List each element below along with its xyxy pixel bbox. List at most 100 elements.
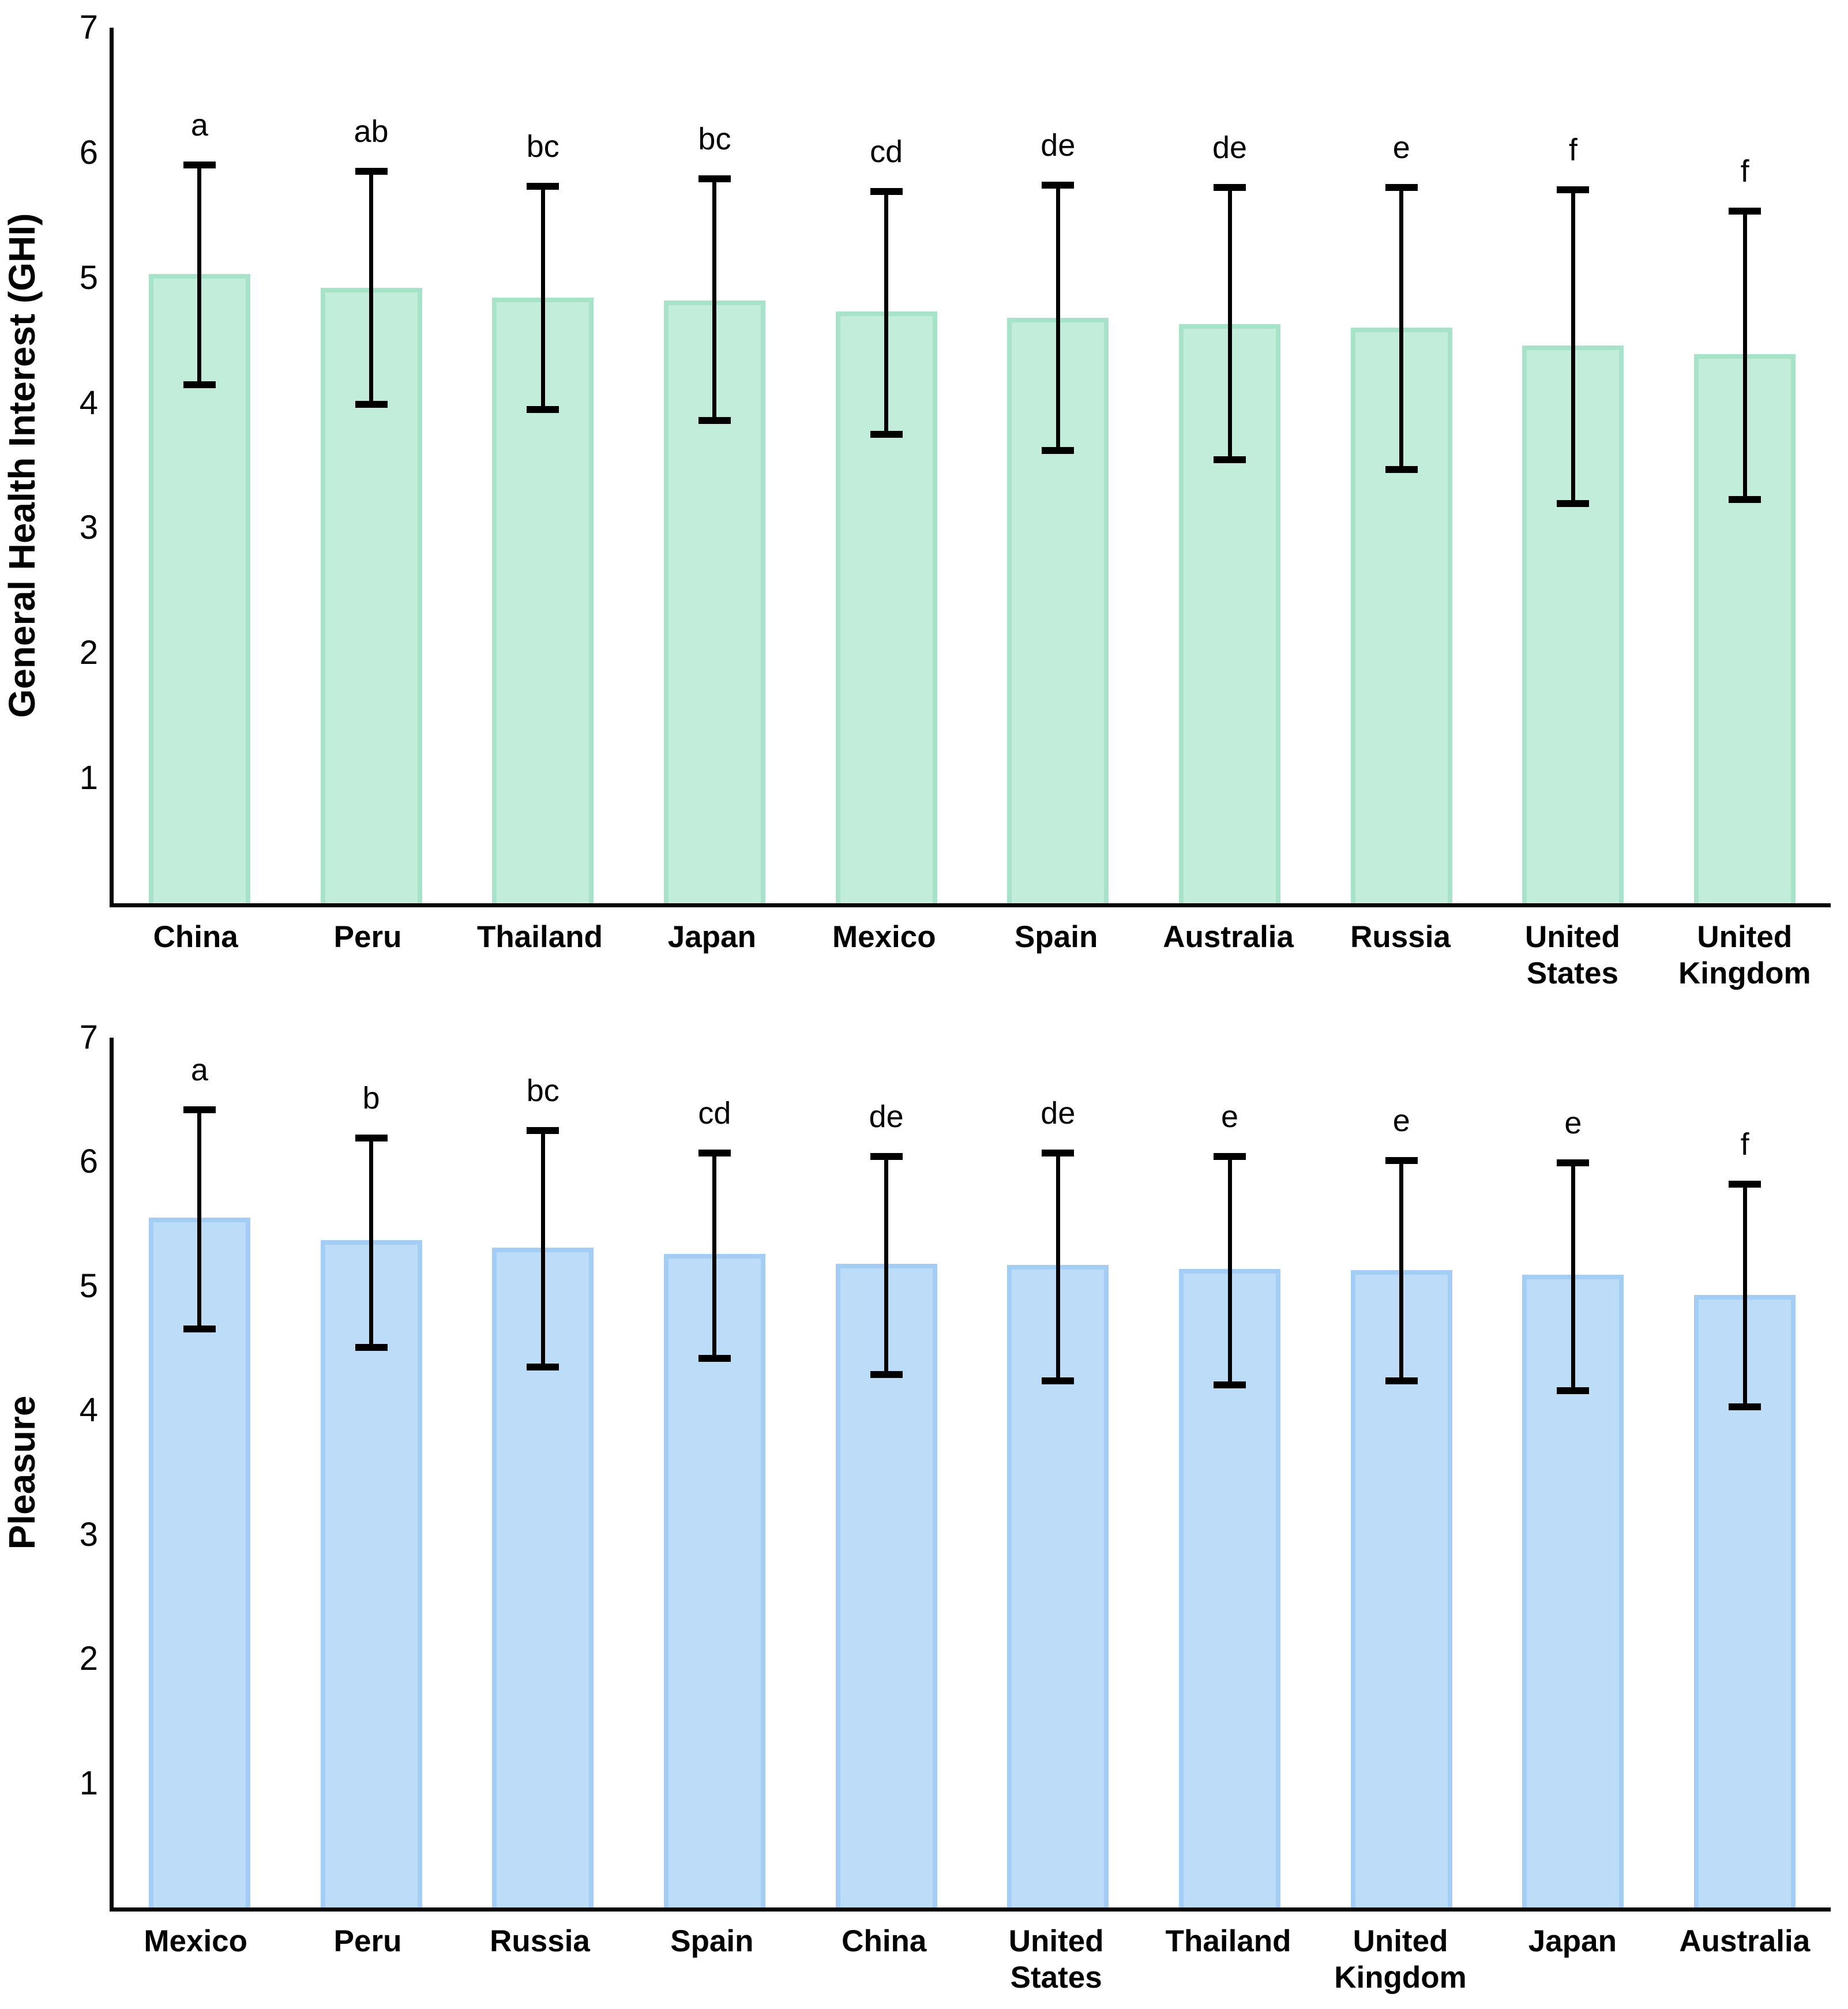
- bar-mexico: [148, 1218, 250, 1907]
- significance-letter: e: [1392, 130, 1410, 166]
- error-bar: [884, 1153, 889, 1379]
- plot-area: a ab bc bc cd de de e f f: [110, 28, 1831, 907]
- error-bar: [1742, 208, 1747, 504]
- x-category-label: Japan: [667, 920, 756, 954]
- x-category-label: Thailand: [1165, 1924, 1291, 1958]
- error-cap-bottom: [1042, 1377, 1075, 1385]
- x-category-label: United States: [1008, 1924, 1104, 1995]
- bar-mexico: [835, 311, 937, 903]
- error-cap-top: [183, 162, 216, 169]
- x-category-label: Spain: [670, 1924, 754, 1958]
- bar-spain: [663, 1253, 765, 1907]
- y-tick-label: 6: [79, 133, 98, 171]
- error-bar: [1742, 1180, 1747, 1411]
- x-category-label: Spain: [1015, 920, 1098, 954]
- y-axis-tick-labels: 1 2 3 4 5 6 7: [17, 1021, 104, 1907]
- y-tick-label: 3: [79, 509, 98, 547]
- error-cap-top: [1385, 184, 1418, 191]
- x-category-label: Australia: [1679, 1924, 1811, 1958]
- x-category-label: Australia: [1163, 920, 1294, 954]
- error-cap-bottom: [1557, 1387, 1590, 1395]
- error-bar: [712, 1149, 717, 1362]
- x-category-label: United States: [1524, 920, 1620, 990]
- x-category-label: Russia: [1350, 920, 1451, 954]
- error-cap-top: [1729, 208, 1761, 215]
- x-category-label: Mexico: [144, 1924, 248, 1958]
- error-cap-top: [1042, 1149, 1075, 1156]
- error-bar: [1056, 1149, 1060, 1385]
- x-category-label: Peru: [333, 920, 402, 954]
- x-category-label: Thailand: [477, 920, 603, 954]
- y-axis-tick-labels: 1 2 3 4 5 6 7: [17, 11, 104, 903]
- error-bar: [540, 1127, 545, 1371]
- error-cap-top: [1729, 1180, 1761, 1188]
- error-bar: [197, 1106, 202, 1332]
- error-cap-top: [1557, 1159, 1590, 1167]
- error-cap-top: [870, 187, 903, 195]
- error-cap-bottom: [1042, 447, 1075, 455]
- y-tick-label: 3: [79, 1515, 98, 1553]
- significance-letter: cd: [870, 134, 903, 169]
- error-cap-top: [355, 1135, 388, 1142]
- error-bar: [540, 182, 545, 413]
- error-cap-bottom: [870, 1371, 903, 1379]
- error-bar: [884, 187, 889, 438]
- error-cap-bottom: [698, 417, 731, 425]
- error-bar: [1399, 1156, 1404, 1385]
- significance-letter: ab: [354, 114, 389, 149]
- error-bar: [1227, 184, 1232, 463]
- y-tick-label: 4: [79, 1391, 98, 1429]
- error-bar: [1399, 184, 1404, 474]
- x-category-label: United Kingdom: [1334, 1924, 1467, 1995]
- y-tick-label: 7: [79, 1019, 98, 1056]
- significance-letter: bc: [526, 129, 559, 164]
- significance-letter: b: [362, 1081, 380, 1116]
- error-cap-bottom: [1385, 466, 1418, 474]
- error-cap-top: [698, 1149, 731, 1156]
- error-cap-top: [870, 1153, 903, 1161]
- x-axis-category-labels: China Peru Thailand Japan Mexico Spain Austral…: [110, 919, 1831, 1035]
- error-cap-bottom: [355, 1343, 388, 1351]
- error-cap-top: [1214, 184, 1246, 191]
- error-cap-bottom: [1729, 496, 1761, 504]
- significance-letter: de: [869, 1099, 904, 1135]
- significance-letter: de: [1041, 1095, 1076, 1131]
- significance-letter: cd: [698, 1095, 731, 1131]
- y-tick-label: 5: [79, 1267, 98, 1305]
- error-cap-top: [355, 167, 388, 175]
- error-cap-top: [698, 175, 731, 182]
- error-bar: [1571, 186, 1575, 507]
- significance-letter: bc: [698, 121, 731, 156]
- error-cap-bottom: [1557, 500, 1590, 507]
- x-category-label: Peru: [333, 1924, 402, 1958]
- significance-letter: f: [1740, 1126, 1749, 1162]
- significance-letter: a: [190, 108, 208, 143]
- error-bar: [369, 167, 374, 408]
- significance-letter: f: [1740, 154, 1749, 189]
- x-axis-category-labels: Mexico Peru Russia Spain China United States T…: [110, 1924, 1831, 2009]
- error-cap-top: [1042, 181, 1075, 189]
- significance-letter: a: [190, 1052, 208, 1087]
- error-bar: [1227, 1153, 1232, 1388]
- significance-letter: e: [1392, 1103, 1410, 1138]
- error-cap-bottom: [355, 401, 388, 408]
- error-bar: [1056, 181, 1060, 455]
- y-tick-label: 2: [79, 634, 98, 672]
- y-tick-label: 7: [79, 9, 98, 46]
- significance-letter: f: [1568, 133, 1577, 168]
- y-tick-label: 5: [79, 258, 98, 296]
- error-cap-bottom: [1214, 456, 1246, 463]
- y-tick-label: 4: [79, 384, 98, 422]
- error-cap-top: [1557, 186, 1590, 194]
- x-category-label: China: [153, 920, 238, 954]
- y-tick-label: 1: [79, 759, 98, 797]
- significance-letter: de: [1212, 130, 1248, 166]
- error-cap-bottom: [698, 1355, 731, 1362]
- x-category-label: Japan: [1528, 1924, 1617, 1958]
- significance-letter: bc: [526, 1073, 559, 1109]
- y-tick-label: 1: [79, 1764, 98, 1802]
- plot-area: a b bc cd de de e e e f: [110, 1038, 1831, 1912]
